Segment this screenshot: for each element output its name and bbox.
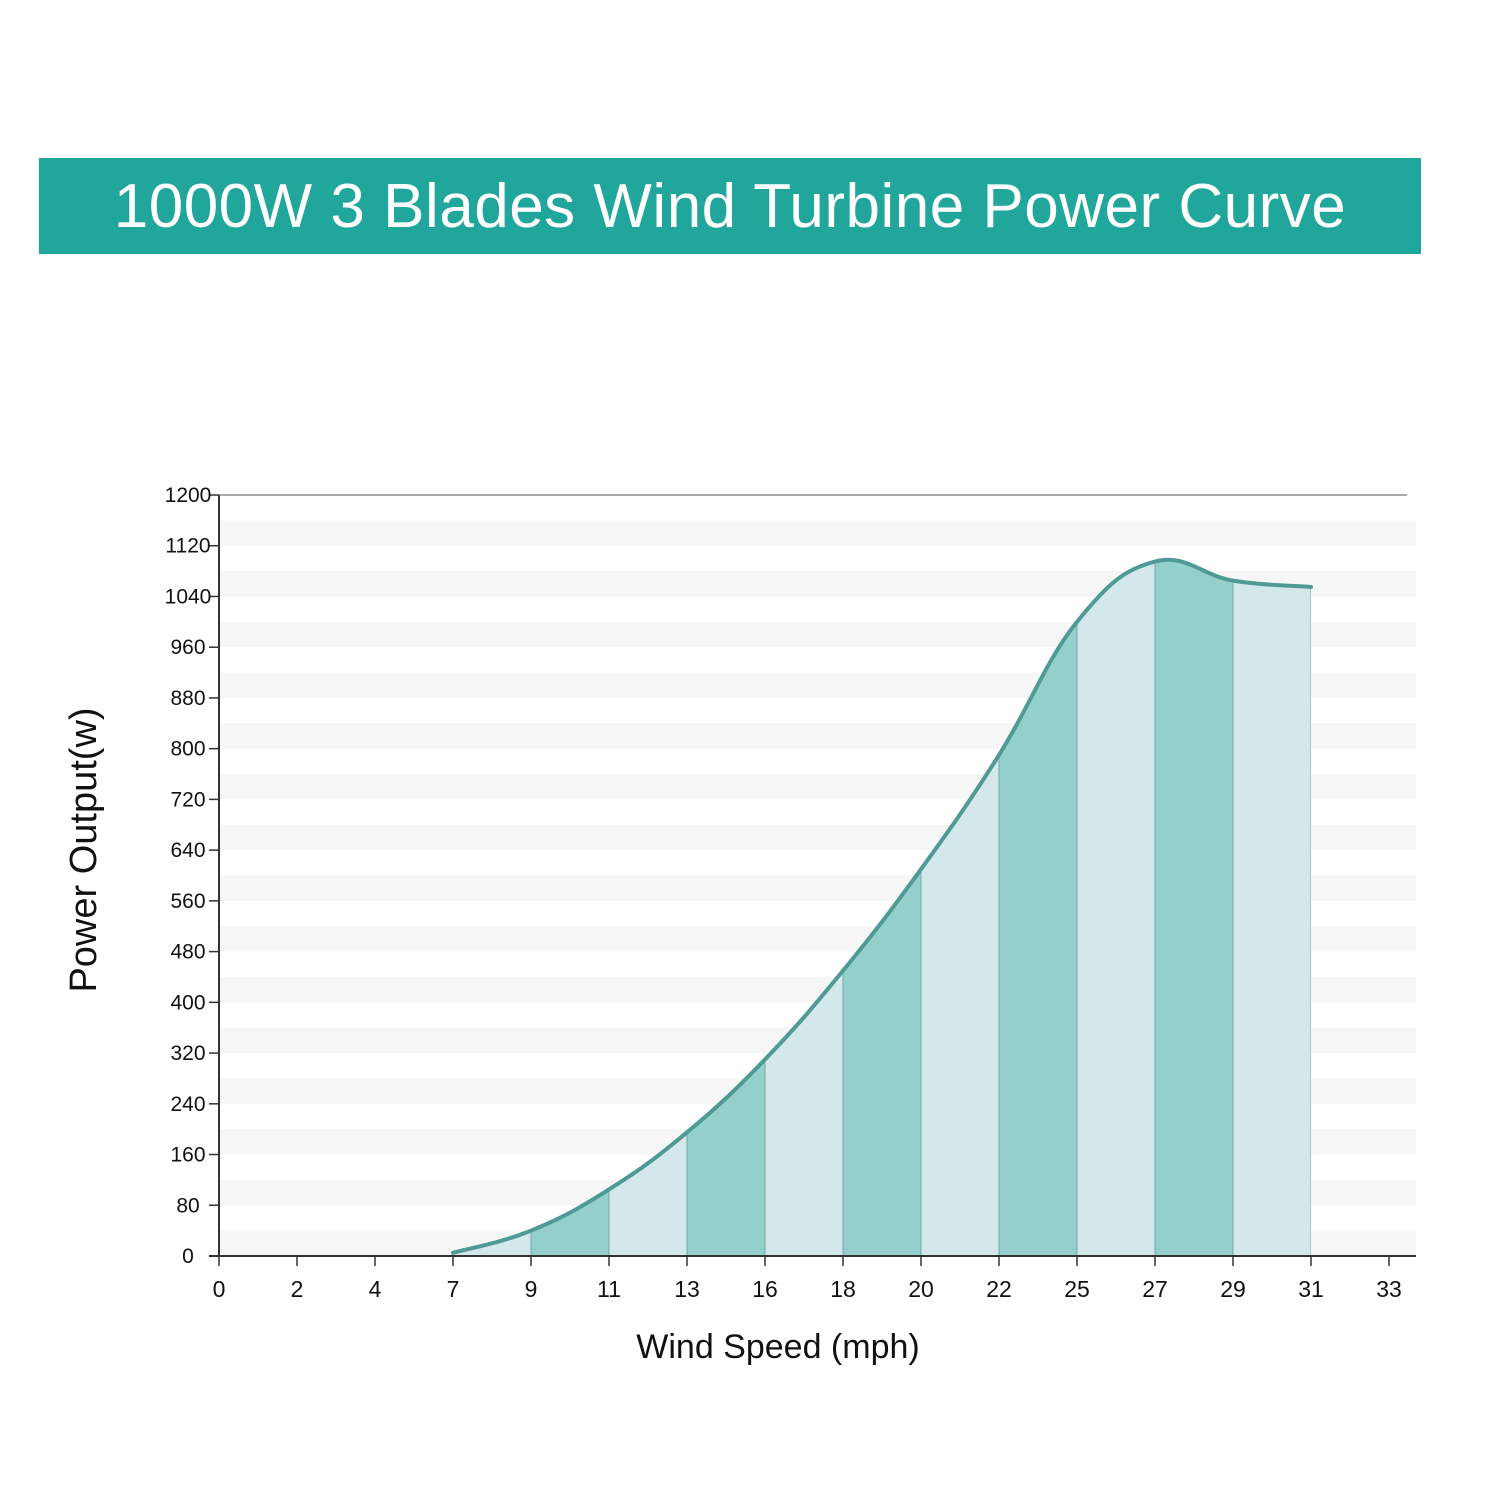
y-tick-label: 1040	[165, 585, 212, 608]
x-tick-label: 27	[1142, 1276, 1168, 1302]
y-tick-label: 1200	[165, 484, 212, 507]
area-band	[999, 559, 1077, 1256]
grid-stripe	[219, 520, 1416, 546]
area-band	[1077, 559, 1155, 1256]
area-band	[1155, 559, 1233, 1256]
x-tick-label: 16	[752, 1276, 778, 1302]
y-tick-label: 1120	[165, 535, 210, 558]
area-band	[843, 559, 921, 1256]
x-tick-label: 18	[830, 1276, 856, 1302]
x-tick-label: 11	[597, 1276, 621, 1302]
y-tick-label: 960	[170, 636, 205, 659]
y-tick-label: 0	[182, 1245, 194, 1268]
y-tick-label: 240	[170, 1093, 205, 1116]
y-tick-label: 640	[170, 839, 205, 862]
y-tick-label: 720	[170, 788, 205, 811]
area-band	[765, 559, 843, 1256]
y-tick-label: 880	[170, 687, 205, 710]
area-band	[1233, 559, 1311, 1256]
y-tick-label: 160	[170, 1144, 205, 1167]
x-tick-label: 22	[986, 1276, 1012, 1302]
y-tick-label: 800	[170, 738, 205, 761]
x-tick-label: 13	[674, 1276, 700, 1302]
x-tick-label: 33	[1376, 1276, 1402, 1302]
y-tick-label: 400	[170, 991, 205, 1014]
x-axis-ticks: 0 2 4 7 9 11 13 16 18 20 22 25 27 29 31 33	[213, 1256, 1402, 1302]
area-band	[687, 559, 765, 1256]
x-tick-label: 31	[1298, 1276, 1324, 1302]
axes	[209, 494, 1416, 1257]
x-tick-label: 25	[1064, 1276, 1090, 1302]
x-tick-label: 4	[369, 1276, 382, 1302]
chart-title: 1000W 3 Blades Wind Turbine Power Curve	[113, 171, 1347, 241]
x-axis-label: Wind Speed (mph)	[636, 1328, 919, 1366]
y-tick-label: 80	[176, 1194, 199, 1217]
x-tick-label: 0	[213, 1276, 226, 1302]
y-axis-ticks: 0 80 160 240 320 400 480 560 640 720 800 880 960 1040…	[165, 484, 219, 1268]
curve-layer	[451, 557, 1313, 1255]
y-axis-label: Power Output(w)	[63, 707, 105, 992]
x-tick-label: 9	[525, 1276, 538, 1302]
x-tick-label: 2	[291, 1276, 304, 1302]
power-curve-line	[451, 557, 1313, 1255]
y-tick-label: 560	[170, 890, 205, 913]
y-tick-label: 320	[170, 1042, 205, 1065]
x-tick-label: 20	[908, 1276, 934, 1302]
y-tick-label: 480	[170, 941, 205, 964]
x-tick-label: 7	[447, 1276, 460, 1302]
title-banner: 1000W 3 Blades Wind Turbine Power Curve	[39, 158, 1421, 254]
x-tick-label: 29	[1220, 1276, 1246, 1302]
